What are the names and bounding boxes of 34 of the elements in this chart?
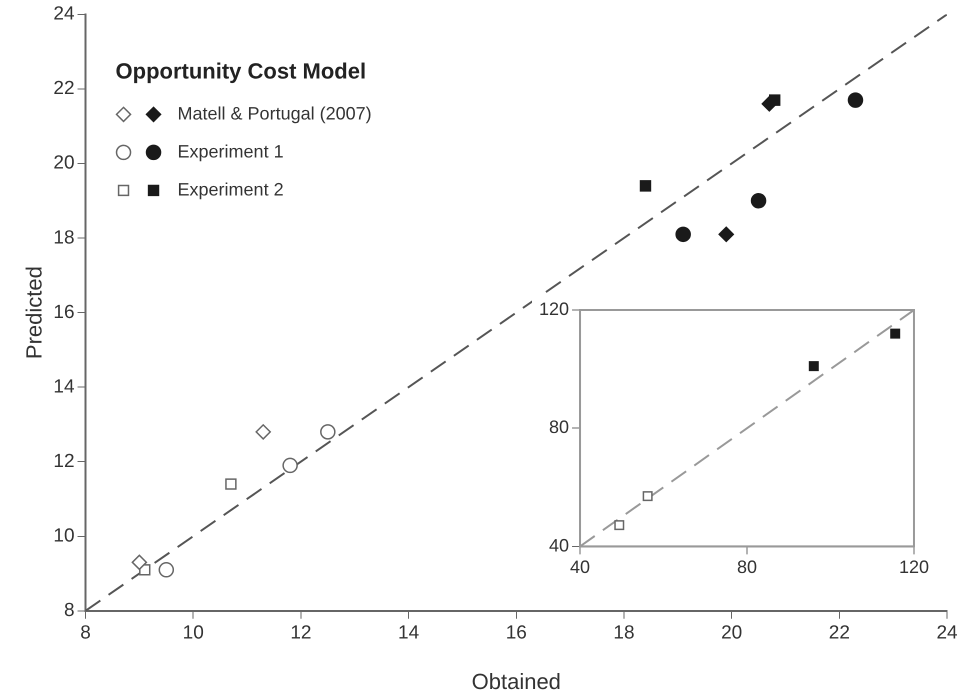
y-axis-title: Predicted xyxy=(21,266,46,360)
y-tick-label: 40 xyxy=(549,535,570,556)
y-tick-label: 14 xyxy=(53,376,75,398)
x-tick-label: 22 xyxy=(828,622,850,644)
y-tick-label: 18 xyxy=(53,227,75,248)
y-tick-label: 22 xyxy=(53,78,75,100)
point xyxy=(642,491,653,502)
point xyxy=(614,520,624,530)
y-tick-label: 12 xyxy=(53,450,75,472)
x-tick-label: 14 xyxy=(398,622,420,644)
legend-label: Experiment 2 xyxy=(178,179,284,200)
y-tick-label: 20 xyxy=(53,152,75,174)
point xyxy=(890,328,900,339)
x-tick-label: 80 xyxy=(736,557,758,578)
y-tick-label: 24 xyxy=(53,4,75,25)
x-axis-title: Obtained xyxy=(472,668,561,694)
x-tick-label: 24 xyxy=(936,622,958,644)
legend-title: Opportunity Cost Model xyxy=(116,58,366,84)
legend-label: Matell & Portugal (2007) xyxy=(178,103,372,124)
x-tick-label: 18 xyxy=(613,622,635,644)
x-tick-label: 8 xyxy=(80,622,91,644)
y-tick-label: 80 xyxy=(549,417,570,438)
x-tick-label: 10 xyxy=(182,622,204,644)
point xyxy=(808,361,819,372)
y-tick-label: 8 xyxy=(64,600,75,622)
x-tick-label: 40 xyxy=(570,557,590,578)
y-tick-label: 10 xyxy=(53,525,75,546)
x-tick-label: 16 xyxy=(506,622,527,644)
y-tick-label: 16 xyxy=(53,302,75,323)
y-tick-label: 120 xyxy=(538,298,570,319)
x-tick-label: 12 xyxy=(290,622,312,644)
x-tick-label: 120 xyxy=(898,557,930,578)
legend-label: Experiment 1 xyxy=(178,141,284,162)
x-tick-label: 20 xyxy=(721,622,742,644)
